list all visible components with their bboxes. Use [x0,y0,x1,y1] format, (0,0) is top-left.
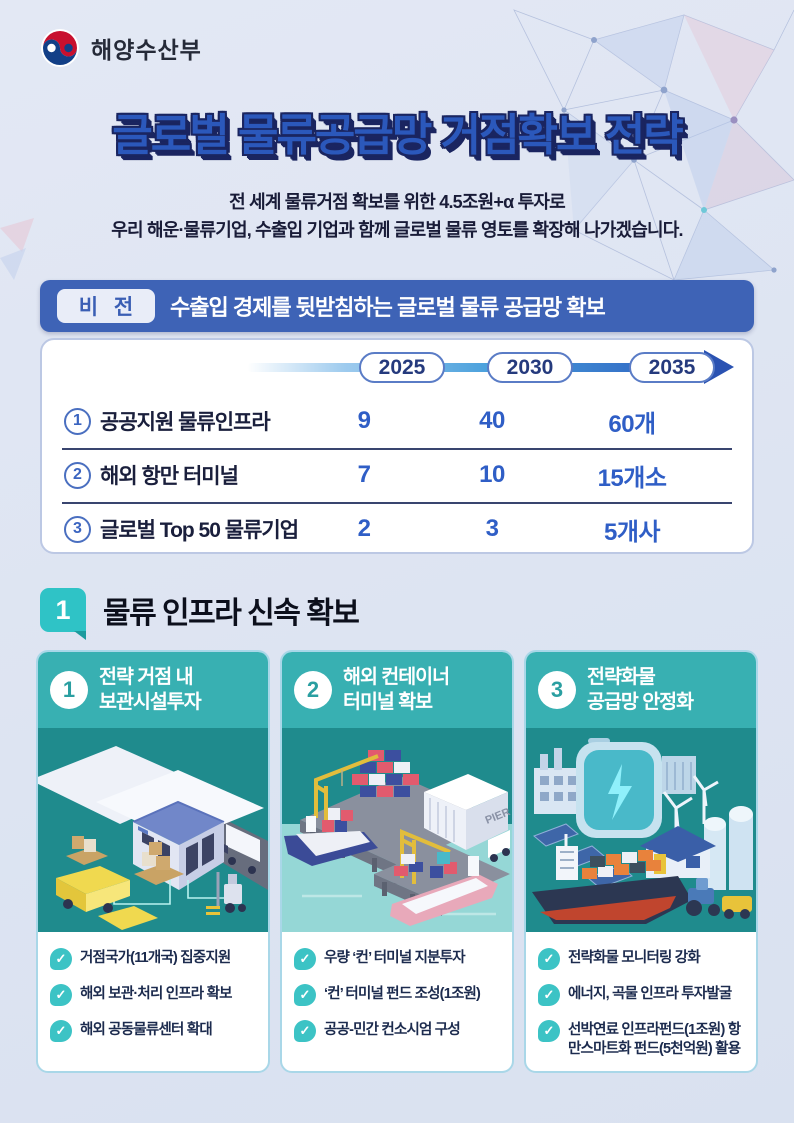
card-title: 해외 컨테이너 터미널 확보 [343,666,450,713]
year-pill-2035: 2035 [629,352,715,383]
list-item: ✓ 에너지, 곡물 인프라 투자발굴 [538,984,746,1006]
card-warehouse-investment: 1 전략 거점 내 보관시설투자 [36,650,270,1073]
card-strategic-cargo: 3 전략화물 공급망 안정화 [524,650,758,1073]
row-value-2035: 5개사 [603,518,661,546]
check-icon: ✓ [538,984,560,1006]
card-number-badge: 1 [50,671,88,709]
card-bullet-list: ✓ 전략화물 모니터링 강화 ✓ 에너지, 곡물 인프라 투자발굴 ✓ 선박연료… [526,932,756,1071]
check-icon: ✓ [50,984,72,1006]
card-title: 전략 거점 내 보관시설투자 [99,666,202,713]
check-icon: ✓ [294,1020,316,1042]
table-row: 3 글로벌 Top 50 물류기업 2 3 5개사 [42,502,752,556]
list-item: ✓ 전략화물 모니터링 강화 [538,948,746,970]
year-pill-2025: 2025 [359,352,445,383]
vision-statement: 수출입 경제를 뒷받침하는 글로벌 물류 공급망 확보 [170,295,606,320]
list-item: ✓ 선박연료 인프라펀드(1조원) 항만스마트화 펀드(5천억원) 활용 [538,1020,746,1059]
row-value-2025: 2 [357,515,371,542]
ministry-logo-icon [41,29,79,67]
check-icon: ✓ [294,984,316,1006]
roadmap-table: 2025 2030 2035 1 공공지원 물류인프라 9 40 60개 2 해… [40,338,754,554]
table-row: 2 해외 항만 터미널 7 10 15개소 [42,448,752,502]
row-number-badge: 1 [64,407,91,435]
list-item: ✓ 공공-민간 컨소시엄 구성 [294,1020,502,1042]
vision-banner: 비 전 수출입 경제를 뒷받침하는 글로벌 물류 공급망 확보 [40,280,754,332]
card-number-badge: 3 [538,671,576,709]
list-item: ✓ ‘컨’ 터미널 펀드 조성(1조원) [294,984,502,1006]
row-value-2030: 40 [479,407,505,434]
list-item: ✓ 우량 ‘컨’ 터미널 지분투자 [294,948,502,970]
card-bullet-list: ✓ 우량 ‘컨’ 터미널 지분투자 ✓ ‘컨’ 터미널 펀드 조성(1조원) ✓… [282,932,512,1054]
page-subtitle: 전 세계 물류거점 확보를 위한 4.5조원+α 투자로 우리 해운·물류기업,… [0,188,794,244]
card-container-terminal: 2 해외 컨테이너 터미널 확보 [280,650,514,1073]
roadmap-timeline: 2025 2030 2035 [42,340,752,394]
row-label: 공공지원 물류인프라 [100,411,271,434]
row-number-badge: 3 [64,515,91,543]
row-value-2030: 3 [485,515,499,542]
vision-badge: 비 전 [57,289,155,323]
row-label: 글로벌 Top 50 물류기업 [100,519,299,542]
check-icon: ✓ [50,1020,72,1042]
card-bullet-list: ✓ 거점국가(11개국) 집중지원 ✓ 해외 보관·처리 인프라 확보 ✓ 해외… [38,932,268,1054]
card-header: 3 전략화물 공급망 안정화 [526,652,756,728]
timeline-arrow-line [247,363,690,372]
row-label: 해외 항만 터미널 [100,465,239,488]
strategy-cards: 1 전략 거점 내 보관시설투자 [36,650,758,1073]
card-header: 1 전략 거점 내 보관시설투자 [38,652,268,728]
gov-header: 해양수산부 [40,28,202,68]
ministry-name: 해양수산부 [91,37,202,63]
port-illustration: PIER [282,728,512,932]
card-number-badge: 2 [294,671,332,709]
section-title: 물류 인프라 신속 확보 [103,597,360,630]
list-item: ✓ 거점국가(11개국) 집중지원 [50,948,258,970]
warehouse-illustration [38,728,268,932]
check-icon: ✓ [538,1020,560,1042]
subtitle-line-1: 전 세계 물류거점 확보를 위한 4.5조원+α 투자로 [229,192,566,212]
row-value-2035: 60개 [608,410,656,438]
row-value-2030: 10 [479,461,505,488]
row-value-2025: 9 [357,407,371,434]
table-row: 1 공공지원 물류인프라 9 40 60개 [42,394,752,448]
row-value-2025: 7 [357,461,371,488]
check-icon: ✓ [50,948,72,970]
subtitle-line-2: 우리 해운·물류기업, 수출입 기업과 함께 글로벌 물류 영토를 확장해 나가… [111,220,683,240]
row-number-badge: 2 [64,461,91,489]
section-number-badge: 1 [40,588,86,640]
year-pill-2030: 2030 [487,352,573,383]
energy-grain-illustration [526,728,756,932]
check-icon: ✓ [538,948,560,970]
list-item: ✓ 해외 보관·처리 인프라 확보 [50,984,258,1006]
card-header: 2 해외 컨테이너 터미널 확보 [282,652,512,728]
page-title: 글로벌 물류공급망 거점확보 전략 [112,111,683,160]
check-icon: ✓ [294,948,316,970]
list-item: ✓ 해외 공동물류센터 확대 [50,1020,258,1042]
section-1-heading: 1 물류 인프라 신속 확보 [40,588,360,640]
card-title: 전략화물 공급망 안정화 [587,666,694,713]
row-value-2035: 15개소 [597,464,667,492]
